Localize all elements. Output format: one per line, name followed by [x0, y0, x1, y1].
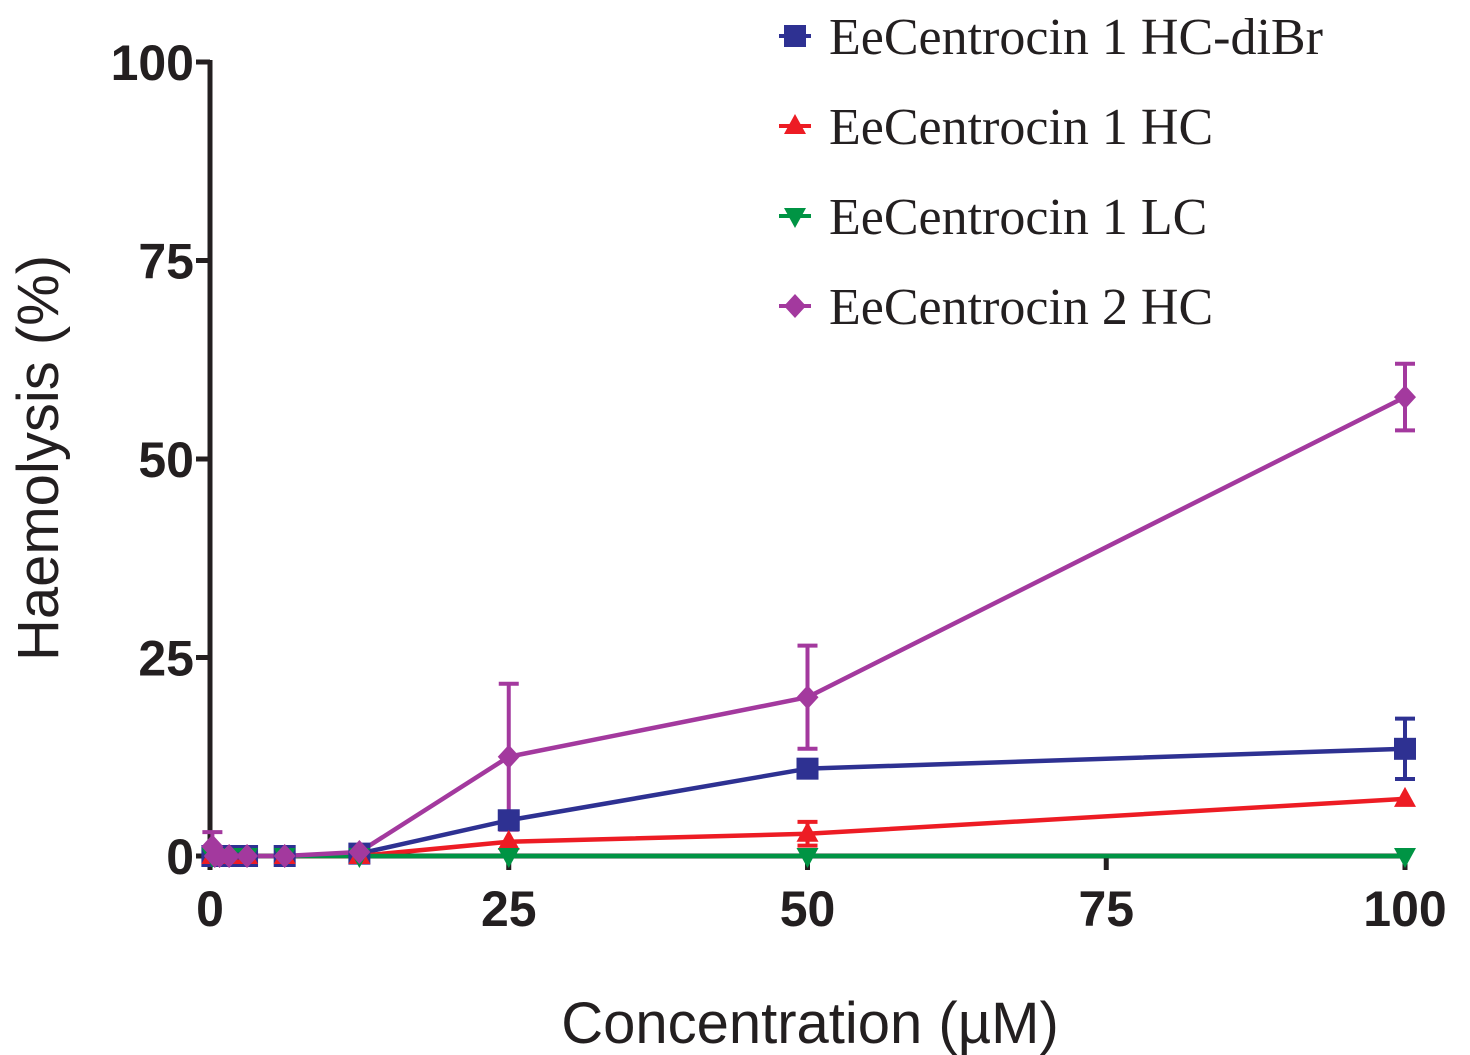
legend-label-eecentrocin-2-hc: EeCentrocin 2 HC: [829, 279, 1213, 336]
data-point-eecentrocin-1-hc-dibr: [1394, 737, 1416, 760]
x-tick-label: 75: [1078, 881, 1134, 937]
y-tick-label: 100: [111, 35, 194, 91]
axes: 0 25 50 75 100 0 25 50 75 100: [111, 35, 1447, 937]
data-point-eecentrocin-1-hc: [1394, 786, 1416, 807]
legend-label-eecentrocin-1-lc: EeCentrocin 1 LC: [829, 189, 1207, 246]
data-point-eecentrocin-1-hc: [497, 829, 520, 850]
data-point-eecentrocin-2-hc: [796, 685, 819, 710]
data-point-eecentrocin-1-lc: [796, 848, 819, 868]
legend-marker-eecentrocin-2-hc: [784, 294, 806, 318]
legend: EeCentrocin 1 HC-diBr EeCentrocin 1 HC EeC…: [779, 9, 1323, 336]
data-point-eecentrocin-2-hc: [273, 844, 296, 868]
legend-label-eecentrocin-1-hc: EeCentrocin 1 HC: [829, 99, 1213, 156]
legend-marker-eecentrocin-1-lc: [784, 208, 806, 228]
data-point-eecentrocin-2-hc: [1394, 385, 1416, 410]
y-tick-label: 25: [138, 631, 194, 687]
series-markers: [201, 385, 1416, 868]
y-axis-title: Haemolysis (%): [6, 255, 71, 661]
x-axis-title: Concentration (µM): [561, 991, 1059, 1055]
data-point-eecentrocin-2-hc: [497, 744, 520, 769]
x-tick-label: 100: [1363, 881, 1446, 937]
data-point-eecentrocin-1-hc-dibr: [796, 757, 819, 780]
series-lines: [210, 395, 1407, 859]
data-point-eecentrocin-1-lc: [497, 848, 520, 868]
legend-label-eecentrocin-1-hc-dibr: EeCentrocin 1 HC-diBr: [829, 9, 1323, 66]
y-tick-label: 50: [138, 432, 194, 488]
y-tick-label: 75: [138, 234, 194, 290]
legend-marker-eecentrocin-1-hc-dibr: [784, 25, 806, 47]
data-point-eecentrocin-2-hc: [218, 844, 241, 868]
data-point-eecentrocin-1-hc: [796, 821, 819, 842]
data-point-eecentrocin-2-hc: [348, 840, 371, 865]
x-tick-label: 25: [481, 881, 537, 937]
x-tick-label: 0: [196, 881, 224, 937]
series-line-eecentrocin-2-hc: [210, 395, 1407, 859]
x-tick-label: 50: [780, 881, 836, 937]
series-error-bars: [202, 361, 1415, 856]
y-tick-label: 0: [166, 829, 194, 885]
legend-marker-eecentrocin-1-hc: [784, 114, 806, 134]
data-point-eecentrocin-1-hc-dibr: [497, 809, 520, 832]
data-point-eecentrocin-1-lc: [1394, 848, 1416, 868]
data-point-eecentrocin-2-hc: [236, 844, 259, 868]
